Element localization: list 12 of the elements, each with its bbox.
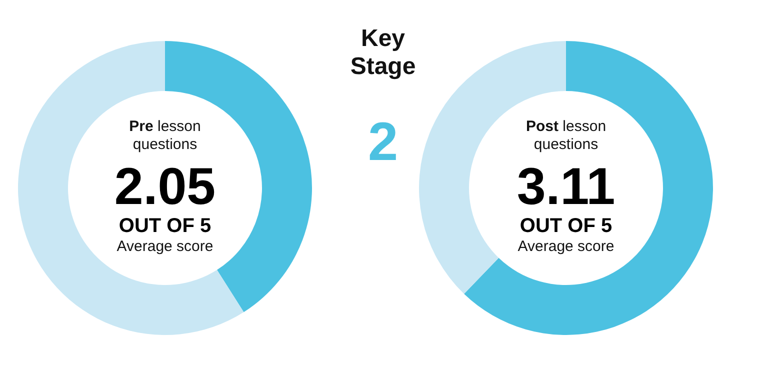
donut-slice — [18, 41, 244, 335]
text: Pre lesson questions — [129, 118, 201, 153]
data-label: 2.05 — [114, 158, 216, 216]
text: Average score — [116, 238, 214, 255]
donut-slice — [464, 41, 713, 335]
text: Post lesson questions — [526, 118, 606, 153]
text: 2 — [368, 112, 398, 172]
text: Key Stage — [350, 25, 416, 80]
text: OUT OF 5 — [520, 215, 612, 237]
text: Average score — [518, 238, 614, 255]
text: OUT OF 5 — [118, 215, 212, 237]
data-label: 3.11 — [516, 158, 616, 216]
